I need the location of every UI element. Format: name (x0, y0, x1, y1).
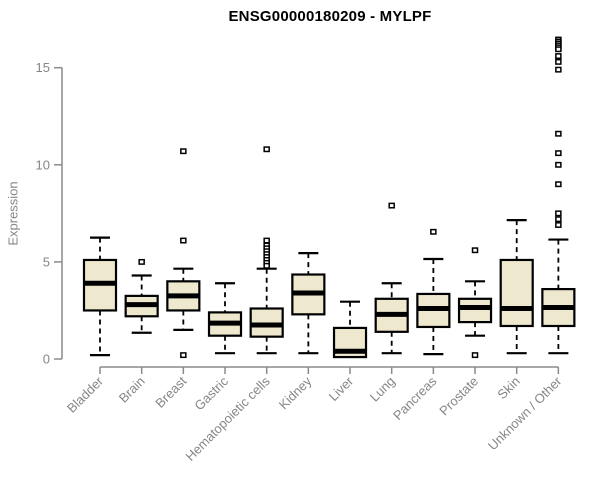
chart-title: ENSG00000180209 - MYLPF (228, 8, 432, 25)
x-tick-label-skin: Skin (494, 374, 522, 402)
y-tick-label: 10 (36, 157, 50, 172)
x-tick-label-gastric: Gastric (191, 373, 231, 413)
outlier-point (555, 210, 562, 217)
box-brain (124, 258, 159, 334)
outlier-point (555, 46, 562, 53)
y-axis: 0 5 10 15 (36, 60, 63, 367)
outlier-point (180, 352, 187, 359)
x-tick-label-bladder: Bladder (64, 373, 107, 416)
outlier-point (555, 216, 562, 223)
x-tick-label-liver: Liver (326, 373, 357, 404)
outlier-point (555, 222, 562, 228)
outlier-point (555, 150, 562, 157)
box-skin (499, 219, 534, 355)
outlier-point (555, 181, 562, 188)
box-kidney (291, 252, 326, 355)
outlier-point (138, 258, 145, 265)
box-bladder (82, 236, 118, 357)
outlier-point (471, 352, 479, 359)
outlier-point (471, 247, 479, 254)
x-tick-label-pancreas: Pancreas (390, 373, 440, 423)
y-tick-label: 15 (36, 60, 50, 75)
box-unknown-other (541, 36, 576, 355)
outlier-point (555, 58, 562, 65)
box-pancreas (416, 228, 451, 356)
x-tick-label-brain: Brain (116, 374, 148, 406)
y-tick-label: 0 (43, 352, 50, 367)
outlier-point (388, 202, 395, 209)
box-prostate (457, 247, 493, 359)
x-tick-label-lung: Lung (367, 374, 398, 405)
box-liver (332, 300, 368, 359)
outlier-point (263, 146, 270, 153)
outlier-point (555, 66, 562, 73)
outlier-point (180, 237, 187, 244)
outlier-point (180, 148, 187, 155)
x-tick-label-prostate: Prostate (436, 374, 481, 419)
x-tick-label-breast: Breast (152, 373, 189, 410)
box-lung (374, 202, 409, 355)
outlier-point (555, 53, 562, 59)
box-hematopoietic-cells (249, 146, 284, 355)
outlier-point (555, 130, 562, 137)
x-tick-label-kidney: Kidney (276, 373, 315, 412)
box-breast (166, 148, 201, 359)
outlier-point (263, 237, 270, 244)
x-tick-label-unknown-other: Unknown / Other (485, 373, 565, 453)
y-tick-label: 5 (43, 254, 50, 269)
outlier-point (430, 228, 437, 235)
outlier-point (555, 161, 562, 168)
box-gastric (207, 282, 243, 355)
outlier-point (263, 262, 270, 269)
